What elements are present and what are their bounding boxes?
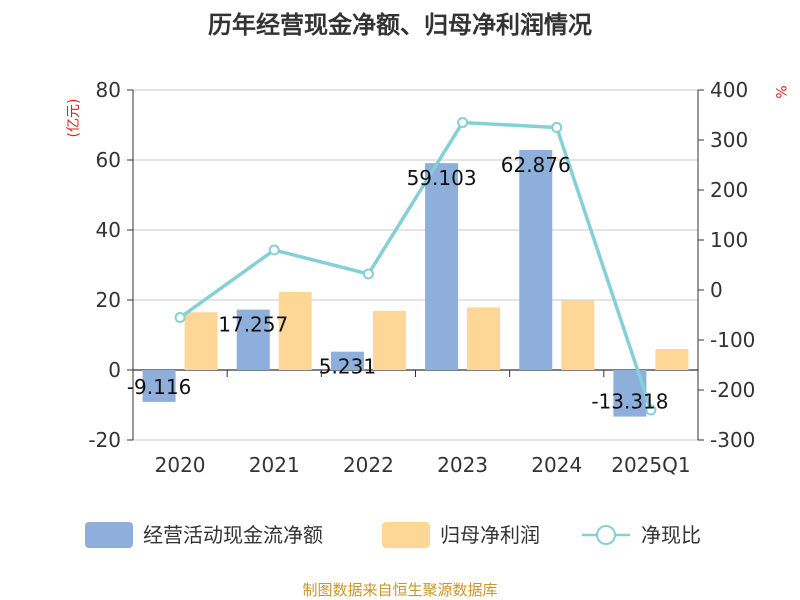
y-right-tick-label: 0 bbox=[710, 278, 723, 302]
x-tick-label: 2024 bbox=[531, 453, 582, 477]
cashflow-bar bbox=[142, 370, 176, 402]
x-tick-label: 2020 bbox=[155, 453, 206, 477]
x-tick-label: 2023 bbox=[437, 453, 488, 477]
ratio-point bbox=[362, 268, 374, 280]
x-tick-label: 2021 bbox=[249, 453, 300, 477]
ratio-line-path bbox=[179, 120, 653, 411]
legend-swatch-cashflow bbox=[85, 522, 133, 548]
y-right-tick-label: -100 bbox=[710, 328, 755, 352]
axes: -20020406080-300-200-1000100200300400(亿元… bbox=[66, 78, 788, 477]
legend: 经营活动现金流净额 归母净利润 净现比 bbox=[85, 522, 701, 548]
ratio-point bbox=[268, 244, 280, 256]
y-right-unit: % bbox=[772, 85, 788, 98]
legend-label-ratio: 净现比 bbox=[641, 523, 701, 547]
cashflow-data-label: 62.876 bbox=[501, 153, 571, 177]
cashflow-bar bbox=[519, 149, 553, 370]
y-right-tick-label: 100 bbox=[710, 228, 748, 252]
y-right-tick-label: 300 bbox=[710, 128, 748, 152]
cashflow-data-label: 5.231 bbox=[319, 355, 376, 379]
net-profit-bar bbox=[561, 300, 595, 370]
legend-swatch-ratio-marker bbox=[596, 525, 616, 545]
x-tick-label: 2022 bbox=[343, 453, 394, 477]
source-note: 制图数据来自恒生聚源数据库 bbox=[302, 581, 497, 599]
cashflow-data-label: 59.103 bbox=[407, 166, 477, 190]
y-right-tick-label: 400 bbox=[710, 78, 748, 102]
legend-label-cashflow: 经营活动现金流净额 bbox=[143, 523, 323, 547]
data-labels: -9.116 17.257 5.231 59.103 62.876 -13.318 bbox=[127, 153, 669, 414]
net-profit-bar bbox=[184, 312, 218, 370]
legend-swatch-net-profit bbox=[382, 522, 430, 548]
cashflow-data-label: 17.257 bbox=[218, 313, 288, 337]
y-left-tick-label: 0 bbox=[108, 358, 121, 382]
cashflow-data-label: -9.116 bbox=[127, 375, 191, 399]
ratio-point bbox=[645, 404, 657, 416]
net-profit-bar bbox=[278, 291, 312, 370]
y-right-tick-label: 200 bbox=[710, 178, 748, 202]
y-right-tick-label: -300 bbox=[710, 428, 755, 452]
ratio-point bbox=[174, 312, 186, 323]
net-profit-bar bbox=[372, 310, 406, 370]
bars bbox=[142, 149, 689, 417]
legend-label-net-profit: 归母净利润 bbox=[440, 523, 540, 547]
y-right-tick-label: -200 bbox=[710, 378, 755, 402]
y-left-tick-label: -20 bbox=[88, 428, 121, 452]
y-left-unit: (亿元) bbox=[66, 99, 82, 138]
ratio-point bbox=[457, 117, 469, 128]
net-profit-bar bbox=[467, 307, 501, 370]
y-left-tick-label: 60 bbox=[96, 148, 121, 172]
cashflow-bar bbox=[236, 309, 270, 370]
y-left-tick-label: 20 bbox=[96, 288, 121, 312]
ratio-point bbox=[551, 122, 563, 133]
y-left-tick-label: 40 bbox=[96, 218, 121, 242]
cashflow-bar bbox=[425, 163, 459, 370]
y-left-tick-label: 80 bbox=[96, 78, 121, 102]
net-profit-bar bbox=[655, 349, 689, 370]
cashflow-bar bbox=[330, 351, 364, 370]
ratio-line bbox=[174, 117, 657, 416]
cashflow-data-label: -13.318 bbox=[591, 390, 668, 414]
chart-title: 历年经营现金净额、归母净利润情况 bbox=[208, 11, 592, 39]
gridlines bbox=[133, 89, 698, 441]
x-tick-label: 2025Q1 bbox=[611, 453, 690, 477]
